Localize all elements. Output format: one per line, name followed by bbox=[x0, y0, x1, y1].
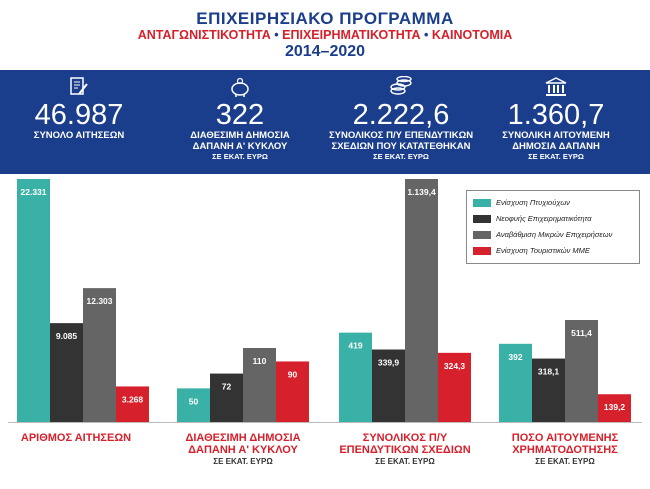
stat-value: 46.987 bbox=[34, 99, 124, 131]
bar-value-label: 419 bbox=[348, 341, 362, 351]
category-label-line: ΠΟΣΟ ΑΙΤΟΥΜΕΝΗΣ bbox=[511, 432, 619, 444]
subtitle-separator: • bbox=[274, 28, 279, 42]
category-label-line: ΔΙΑΘΕΣΙΜΗ ΔΗΜΟΣΙΑ bbox=[185, 432, 301, 444]
bar bbox=[499, 343, 532, 422]
stat-label: ΔΗΜΟΣΙΑ ΔΑΠΑΝΗ bbox=[512, 141, 600, 152]
category-label-line: ΑΡΙΘΜΟΣ ΑΙΤΗΣΕΩΝ bbox=[20, 432, 132, 444]
stat-unit: ΣΕ ΕΚΑΤ. ΕΥΡΩ bbox=[528, 152, 584, 161]
bar bbox=[532, 358, 565, 422]
bar bbox=[50, 323, 83, 422]
piggy-bank-icon bbox=[165, 76, 315, 98]
bar bbox=[210, 373, 243, 422]
bar-value-label: 72 bbox=[222, 382, 232, 392]
stat-total-investment: 2.222,6 ΣΥΝΟΛΙΚΟΣ Π/Υ ΕΠΕΝΔΥΤΙΚΩΝ ΣΧΕΔΙΩ… bbox=[326, 70, 476, 162]
bar-value-label: 324,3 bbox=[444, 361, 466, 371]
stat-applications: 46.987 ΣΥΝΟΛΟ ΑΙΤΗΣΕΩΝ bbox=[4, 70, 154, 141]
category-unit: ΣΕ ΕΚΑΤ. ΕΥΡΩ bbox=[375, 457, 435, 466]
bar bbox=[177, 388, 210, 422]
stat-available-budget: 322 ΔΙΑΘΕΣΙΜΗ ΔΗΜΟΣΙΑ ΔΑΠΑΝΗ Α' ΚΥΚΛΟΥ Σ… bbox=[165, 70, 315, 162]
stat-value: 322 bbox=[215, 99, 265, 131]
stats-band: 46.987 ΣΥΝΟΛΟ ΑΙΤΗΣΕΩΝ 322 ΔΙΑΘΕΣΙΜΗ ΔΗΜ… bbox=[0, 70, 650, 174]
category-label-line: ΔΑΠΑΝΗ Α' ΚΥΚΛΟΥ bbox=[188, 444, 298, 456]
category-unit: ΣΕ ΕΚΑΤ. ΕΥΡΩ bbox=[213, 457, 273, 466]
legend-item: Νεοφυής Επιχειρηματικότητα bbox=[473, 214, 591, 224]
header: ΕΠΙΧΕΙΡΗΣΙΑΚΟ ΠΡΟΓΡΑΜΜΑ ΑΝΤΑΓΩΝΙΣΤΙΚΟΤΗΤ… bbox=[0, 0, 650, 70]
subtitle-part-1: ΑΝΤΑΓΩΝΙΣΤΙΚΟΤΗΤΑ bbox=[137, 28, 271, 42]
bar bbox=[339, 332, 372, 422]
legend-label: Αναβάθμιση Μικρών Επιχειρήσεων bbox=[496, 230, 613, 239]
bar-value-label: 90 bbox=[288, 369, 298, 379]
bar-value-label: 392 bbox=[508, 352, 522, 362]
stat-unit: ΣΕ ΕΚΑΤ. ΕΥΡΩ bbox=[212, 152, 268, 161]
legend-swatch bbox=[473, 231, 491, 240]
bar bbox=[405, 179, 438, 422]
legend-item: Ενίσχυση Πτυχιούχων bbox=[473, 198, 570, 208]
bar-value-label: 12.303 bbox=[87, 296, 113, 306]
legend-label: Ενίσχυση Πτυχιούχων bbox=[496, 198, 570, 207]
program-years: 2014–2020 bbox=[284, 43, 366, 60]
legend-label: Ενίσχυση Τουριστικών ΜΜΕ bbox=[496, 246, 590, 255]
coins-icon bbox=[326, 75, 476, 98]
legend-label: Νεοφυής Επιχειρηματικότητα bbox=[496, 214, 592, 223]
bar-value-label: 139,2 bbox=[604, 402, 626, 412]
category-label-available-budget: ΔΙΑΘΕΣΙΜΗ ΔΗΜΟΣΙΑ ΔΑΠΑΝΗ Α' ΚΥΚΛΟΥ ΣΕ ΕΚ… bbox=[168, 432, 318, 467]
legend-item: Ενίσχυση Τουριστικών ΜΜΕ bbox=[473, 246, 590, 256]
document-pen-icon bbox=[4, 76, 154, 98]
bar-value-label: 22.331 bbox=[21, 187, 47, 197]
bar-value-label: 9.085 bbox=[56, 331, 78, 341]
stat-label: ΣΥΝΟΛΙΚΟΣ Π/Υ ΕΠΕΝΔΥΤΙΚΩΝ bbox=[328, 130, 474, 141]
subtitle-separator: • bbox=[424, 28, 429, 42]
bar bbox=[565, 320, 598, 422]
category-label-line: ΧΡΗΜΑΤΟΔΟΤΗΣΗΣ bbox=[512, 444, 618, 456]
legend-item: Αναβάθμιση Μικρών Επιχειρήσεων bbox=[473, 230, 612, 240]
legend-swatch bbox=[473, 199, 491, 208]
category-label-line: ΣΥΝΟΛΙΚΟΣ Π/Υ bbox=[362, 432, 448, 444]
grouped-bar-chart: 22.331 9.085 12.303 3.268 50 72 110 90 419 339,9 1… bbox=[8, 179, 642, 423]
category-label-line: ΕΠΕΝΔΥΤΙΚΩΝ ΣΧΕΔΙΩΝ bbox=[339, 444, 471, 456]
bar bbox=[372, 349, 405, 422]
program-subtitle: ΑΝΤΑΓΩΝΙΣΤΙΚΟΤΗΤΑ • ΕΠΙΧΕΙΡΗΜΑΤΙΚΟΤΗΤΑ •… bbox=[0, 28, 650, 42]
bar-value-label: 511,4 bbox=[571, 328, 592, 338]
category-label-applications: ΑΡΙΘΜΟΣ ΑΙΤΗΣΕΩΝ bbox=[1, 432, 151, 444]
bar bbox=[17, 179, 50, 422]
stat-label: ΣΧΕΔΙΩΝ ΠΟΥ ΚΑΤΑΤΕΘΗΚΑΝ bbox=[331, 141, 471, 152]
bar-value-label: 50 bbox=[189, 396, 199, 406]
category-unit: ΣΕ ΕΚΑΤ. ΕΥΡΩ bbox=[535, 457, 595, 466]
bar-value-label: 1.139,4 bbox=[407, 187, 436, 197]
subtitle-part-3: ΚΑΙΝΟΤΟΜΙΑ bbox=[431, 28, 513, 42]
bar bbox=[83, 288, 116, 422]
program-title: ΕΠΙΧΕΙΡΗΣΙΑΚΟ ΠΡΟΓΡΑΜΜΑ bbox=[196, 9, 454, 28]
stat-requested-public-expenditure: 1.360,7 ΣΥΝΟΛΙΚΗ ΑΙΤΟΥΜΕΝΗ ΔΗΜΟΣΙΑ ΔΑΠΑΝ… bbox=[481, 70, 631, 162]
bar bbox=[438, 352, 471, 422]
stat-value: 2.222,6 bbox=[352, 99, 450, 131]
bar-value-label: 110 bbox=[253, 356, 267, 366]
subtitle-part-2: ΕΠΙΧΕΙΡΗΜΑΤΙΚΟΤΗΤΑ bbox=[282, 28, 421, 42]
bar-value-label: 318,1 bbox=[538, 367, 560, 377]
bar bbox=[243, 348, 276, 422]
bank-building-icon bbox=[481, 76, 631, 98]
stat-value: 1.360,7 bbox=[507, 99, 605, 131]
stat-label: ΣΥΝΟΛΟ ΑΙΤΗΣΕΩΝ bbox=[33, 130, 125, 141]
bar-value-label: 3.268 bbox=[122, 394, 144, 404]
legend-swatch bbox=[473, 215, 491, 224]
legend-swatch bbox=[473, 247, 491, 256]
category-label-investment-budget: ΣΥΝΟΛΙΚΟΣ Π/Υ ΕΠΕΝΔΥΤΙΚΩΝ ΣΧΕΔΙΩΝ ΣΕ ΕΚΑ… bbox=[330, 432, 480, 467]
bar bbox=[276, 361, 309, 422]
category-label-requested-funding: ΠΟΣΟ ΑΙΤΟΥΜΕΝΗΣ ΧΡΗΜΑΤΟΔΟΤΗΣΗΣ ΣΕ ΕΚΑΤ. … bbox=[490, 432, 640, 467]
stat-label: ΔΑΠΑΝΗ Α' ΚΥΚΛΟΥ bbox=[192, 141, 288, 152]
bar bbox=[116, 386, 149, 422]
chart-legend: Ενίσχυση Πτυχιούχων Νεοφυής Επιχειρηματι… bbox=[466, 190, 640, 264]
bar bbox=[598, 394, 631, 422]
stat-unit: ΣΕ ΕΚΑΤ. ΕΥΡΩ bbox=[373, 152, 429, 161]
stat-label: ΣΥΝΟΛΙΚΗ ΑΙΤΟΥΜΕΝΗ bbox=[502, 130, 610, 141]
bar-value-label: 339,9 bbox=[378, 358, 400, 368]
stat-label: ΔΙΑΘΕΣΙΜΗ ΔΗΜΟΣΙΑ bbox=[190, 130, 290, 141]
